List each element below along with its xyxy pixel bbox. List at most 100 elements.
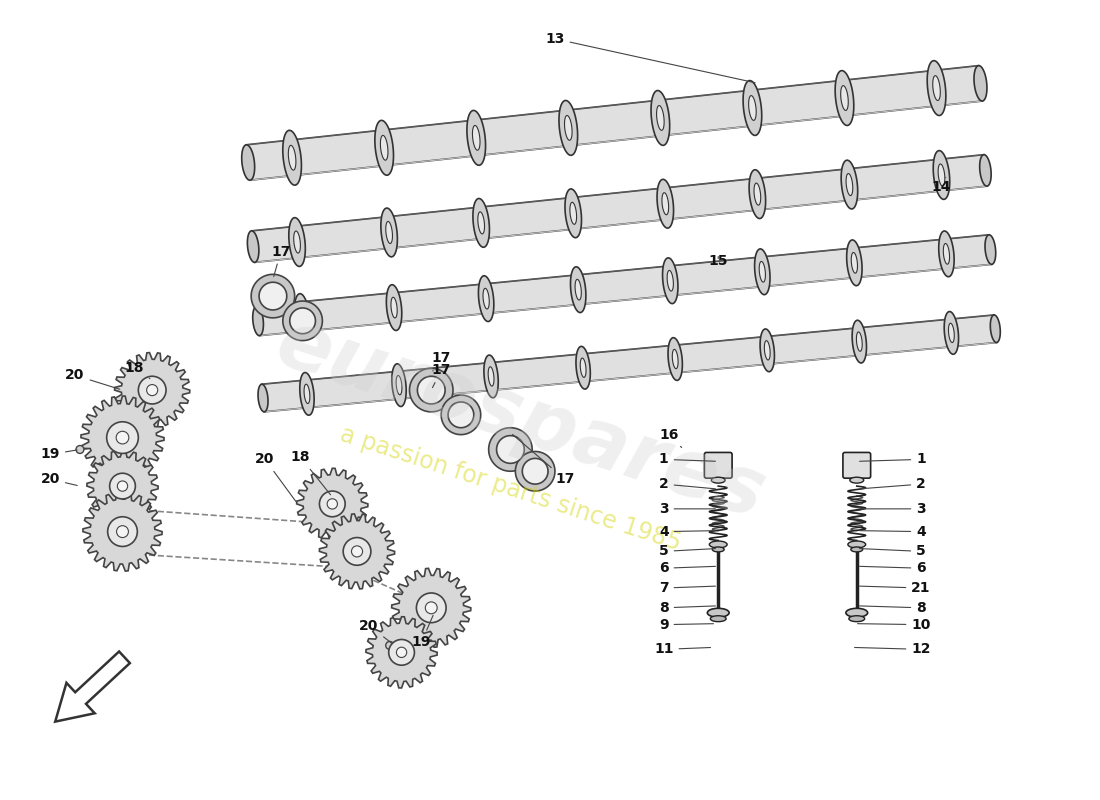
Text: 4: 4 — [659, 525, 715, 538]
Polygon shape — [294, 231, 300, 253]
Polygon shape — [299, 306, 305, 327]
Polygon shape — [851, 253, 858, 273]
Circle shape — [118, 481, 128, 491]
Polygon shape — [441, 395, 481, 434]
Polygon shape — [392, 568, 471, 647]
Text: 2: 2 — [859, 477, 926, 491]
Text: 8: 8 — [659, 601, 715, 615]
Polygon shape — [657, 179, 673, 228]
Polygon shape — [571, 267, 586, 313]
Polygon shape — [744, 81, 761, 135]
Ellipse shape — [846, 608, 868, 618]
Text: 1: 1 — [859, 452, 926, 466]
Polygon shape — [242, 145, 255, 180]
FancyArrow shape — [55, 651, 130, 722]
Polygon shape — [516, 451, 554, 491]
Circle shape — [76, 446, 84, 454]
Circle shape — [396, 647, 407, 658]
Polygon shape — [496, 436, 525, 463]
Ellipse shape — [710, 541, 727, 548]
Polygon shape — [466, 110, 485, 166]
Text: 15: 15 — [708, 254, 728, 269]
Polygon shape — [840, 86, 848, 110]
Polygon shape — [559, 101, 578, 155]
Polygon shape — [253, 306, 263, 336]
Polygon shape — [938, 164, 945, 186]
Text: 2: 2 — [659, 477, 715, 491]
Polygon shape — [847, 240, 862, 286]
Polygon shape — [564, 115, 572, 140]
Polygon shape — [409, 368, 453, 412]
Text: 6: 6 — [659, 562, 715, 575]
Polygon shape — [283, 301, 322, 341]
Polygon shape — [319, 514, 395, 589]
Polygon shape — [522, 458, 548, 484]
Text: 20: 20 — [65, 368, 120, 390]
Text: 18: 18 — [290, 450, 331, 495]
Text: 5: 5 — [659, 545, 715, 558]
Text: 13: 13 — [546, 32, 755, 82]
Circle shape — [327, 498, 338, 509]
Polygon shape — [576, 346, 591, 389]
Polygon shape — [396, 375, 402, 395]
Ellipse shape — [712, 477, 725, 483]
Text: 20: 20 — [255, 452, 296, 502]
Polygon shape — [366, 617, 437, 688]
Circle shape — [108, 517, 138, 546]
Polygon shape — [857, 332, 862, 351]
Polygon shape — [835, 70, 854, 126]
Text: 17: 17 — [271, 245, 290, 277]
Text: 10: 10 — [858, 618, 931, 632]
Text: a passion for parts since 1985: a passion for parts since 1985 — [337, 422, 684, 556]
Circle shape — [139, 376, 166, 404]
Polygon shape — [87, 450, 158, 522]
Polygon shape — [933, 150, 949, 199]
Polygon shape — [570, 202, 576, 224]
Polygon shape — [933, 76, 940, 101]
Polygon shape — [375, 120, 394, 175]
Text: 17: 17 — [513, 434, 574, 486]
Polygon shape — [749, 96, 756, 120]
Ellipse shape — [711, 616, 726, 622]
Circle shape — [146, 385, 157, 396]
Text: eurospares: eurospares — [266, 304, 774, 535]
Polygon shape — [651, 90, 670, 146]
Polygon shape — [386, 222, 393, 243]
Polygon shape — [386, 285, 402, 330]
Text: 3: 3 — [859, 502, 926, 516]
Text: 8: 8 — [859, 601, 926, 615]
Polygon shape — [944, 243, 949, 264]
Text: 18: 18 — [124, 362, 150, 378]
Polygon shape — [938, 231, 954, 277]
Polygon shape — [980, 154, 991, 186]
Polygon shape — [248, 231, 258, 262]
Polygon shape — [483, 288, 490, 309]
Polygon shape — [760, 329, 774, 372]
Ellipse shape — [713, 547, 724, 552]
Polygon shape — [990, 315, 1000, 342]
Ellipse shape — [850, 547, 862, 552]
Circle shape — [388, 639, 415, 666]
Circle shape — [319, 491, 345, 517]
Polygon shape — [948, 323, 955, 342]
Polygon shape — [82, 492, 162, 571]
Polygon shape — [448, 402, 474, 428]
Text: 19: 19 — [411, 615, 433, 650]
Polygon shape — [295, 294, 310, 339]
Text: 3: 3 — [659, 502, 715, 516]
Polygon shape — [984, 235, 996, 264]
Polygon shape — [755, 249, 770, 294]
Polygon shape — [392, 364, 406, 406]
Polygon shape — [304, 384, 310, 403]
Polygon shape — [260, 282, 287, 310]
Text: 1: 1 — [659, 452, 715, 466]
Polygon shape — [417, 376, 446, 404]
Polygon shape — [472, 126, 480, 150]
Text: 16: 16 — [659, 428, 682, 447]
Polygon shape — [852, 320, 867, 363]
Polygon shape — [390, 298, 397, 318]
Polygon shape — [258, 384, 268, 412]
Polygon shape — [288, 146, 296, 170]
Polygon shape — [580, 358, 586, 378]
Circle shape — [426, 602, 437, 614]
